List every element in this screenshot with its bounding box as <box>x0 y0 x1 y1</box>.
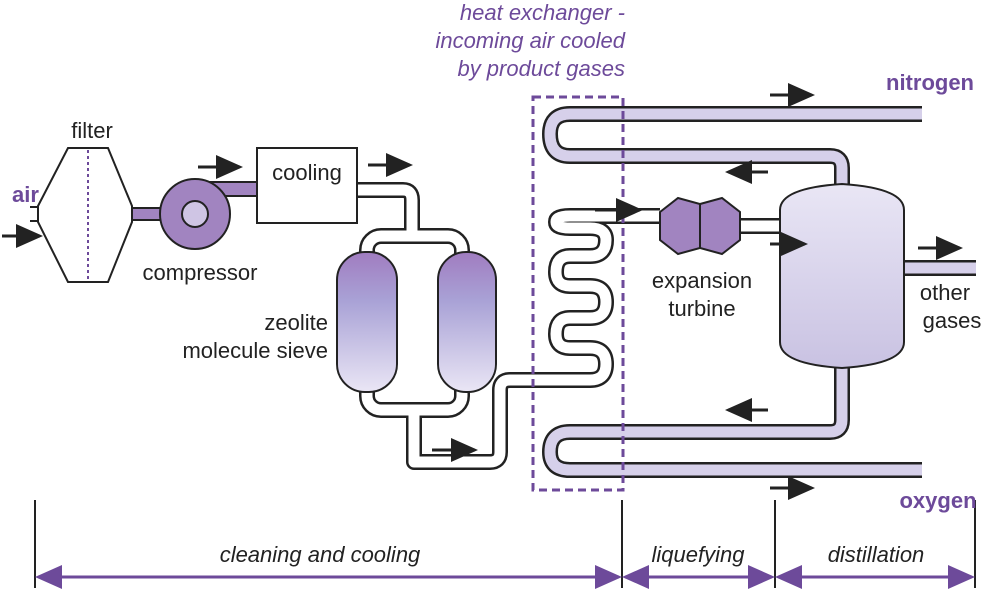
filter-label: filter <box>71 118 113 143</box>
flow-arrows <box>2 83 963 500</box>
other-gases-label: gases <box>923 308 982 333</box>
turbine-label: expansion <box>652 268 752 293</box>
other-gases-label: other <box>920 280 970 305</box>
heat-exchanger-label: incoming air cooled <box>435 28 625 53</box>
stage-label: liquefying <box>652 542 746 567</box>
heat-exchanger-label: heat exchanger - <box>460 0 625 25</box>
compressor <box>159 178 260 250</box>
heat-exchanger-box <box>531 95 625 492</box>
stage-scale <box>34 500 976 589</box>
sieve-label: zeolite <box>264 310 328 335</box>
turbine <box>659 196 701 256</box>
stage-label: distillation <box>828 542 925 567</box>
stage-label: cleaning and cooling <box>220 542 421 567</box>
nitrogen-label: nitrogen <box>886 70 974 95</box>
air-label: air <box>12 182 39 207</box>
distillation-column <box>779 182 905 370</box>
turbine <box>699 196 741 256</box>
pipes <box>357 106 976 478</box>
heat-exchanger-label: by product gases <box>457 56 625 81</box>
sieve-cylinder <box>437 251 497 393</box>
oxygen-label: oxygen <box>899 488 976 513</box>
cooling-label: cooling <box>272 160 342 185</box>
turbine-label: turbine <box>668 296 735 321</box>
sieve-label: molecule sieve <box>182 338 328 363</box>
cooling-box <box>256 147 358 224</box>
sieve-cylinder <box>336 251 398 393</box>
compressor-label: compressor <box>143 260 258 285</box>
